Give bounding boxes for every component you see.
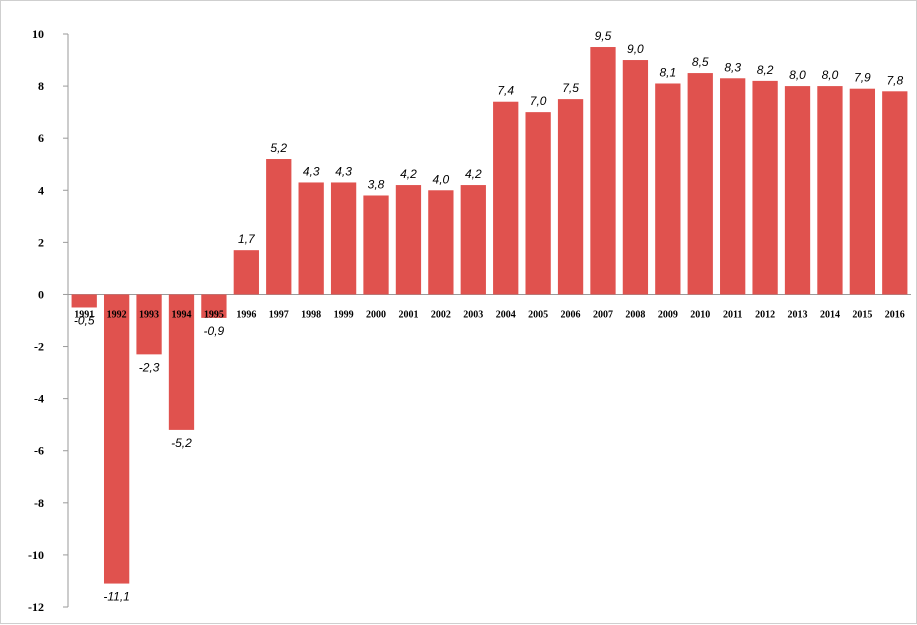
x-tick-label: 2005 [528, 309, 548, 320]
data-label: -11,1 [103, 590, 129, 604]
data-label: 9,0 [627, 42, 644, 56]
x-tick-label: 2012 [755, 309, 775, 320]
data-label: 7,0 [530, 94, 547, 108]
bar [557, 99, 584, 295]
bar-series [71, 47, 908, 584]
data-label: -2,3 [139, 360, 160, 374]
x-tick-label: 2008 [625, 309, 645, 320]
x-tick-label: 2016 [885, 309, 905, 320]
bar [493, 101, 519, 295]
bar [622, 60, 649, 295]
bar [849, 88, 876, 295]
x-tick-label: 2006 [561, 309, 581, 320]
data-label: -5,2 [171, 436, 192, 450]
x-tick-label: 2001 [398, 309, 418, 320]
data-label: 7,8 [886, 73, 903, 87]
data-label: 4,2 [465, 167, 482, 181]
x-tick-label: 1996 [236, 309, 256, 320]
x-tick-label: 2004 [496, 309, 516, 320]
y-tick-label: -2 [34, 340, 44, 354]
y-tick-label: 10 [32, 27, 44, 41]
x-tick-label: 2000 [366, 309, 386, 320]
data-label: 4,3 [335, 164, 352, 178]
bar [266, 159, 292, 295]
bar [103, 294, 130, 584]
x-tick-label: 2002 [431, 309, 451, 320]
y-tick-label: -4 [34, 392, 44, 406]
data-label: -0,9 [204, 324, 225, 338]
x-tick-label: 1995 [204, 309, 224, 320]
x-tick-label: 1993 [139, 309, 159, 320]
bar [330, 182, 357, 295]
data-label: 8,2 [757, 63, 774, 77]
data-labels: -0,5 -11,1 -2,3 -5,2 -0,9 1,7 5,2 4,3 4,3 3,8 4,2 4… [74, 29, 904, 604]
x-tick-label: 2010 [690, 309, 710, 320]
x-tick-label: 2013 [788, 309, 808, 320]
x-tick-label: 1998 [301, 309, 321, 320]
data-label: 4,3 [303, 164, 320, 178]
bar [168, 294, 195, 430]
bar [395, 185, 422, 295]
data-label: 8,0 [789, 68, 806, 82]
data-label: -0,5 [74, 313, 95, 327]
bar [460, 185, 486, 295]
bar [590, 47, 616, 295]
bar [752, 80, 778, 295]
data-label: 7,5 [562, 81, 579, 95]
bar [428, 190, 454, 295]
data-label: 7,9 [854, 71, 871, 85]
x-tick-label: 1997 [269, 309, 289, 320]
y-tick-label: -12 [28, 600, 44, 614]
bar [233, 250, 259, 295]
data-label: 8,1 [659, 65, 676, 79]
bar [655, 83, 681, 295]
y-tick-label: 8 [38, 79, 44, 93]
data-label: 8,5 [692, 55, 709, 69]
bar [298, 182, 324, 295]
x-tick-label: 1992 [107, 309, 127, 320]
bar [687, 73, 713, 295]
x-tick-label: 2009 [658, 309, 678, 320]
x-tick-label: 2003 [463, 309, 483, 320]
x-tick-label: 1994 [171, 309, 191, 320]
bar [817, 86, 843, 295]
bar [882, 91, 908, 295]
data-label: 5,2 [270, 141, 287, 155]
x-tick-label: 2011 [723, 309, 742, 320]
data-label: 8,0 [822, 68, 839, 82]
x-axis-tick-labels: 1991 1992 1993 1994 1995 1996 1997 1998 1999 2000… [74, 309, 905, 320]
data-label: 9,5 [595, 29, 612, 43]
data-label: 8,3 [724, 60, 741, 74]
x-tick-label: 2007 [593, 309, 613, 320]
y-tick-label: 0 [38, 287, 44, 301]
bar [201, 294, 227, 318]
data-label: 4,2 [400, 167, 417, 181]
data-label: 4,0 [433, 172, 450, 186]
y-tick-label: 4 [38, 183, 44, 197]
data-label: 3,8 [368, 177, 385, 191]
data-label: 1,7 [238, 232, 256, 246]
x-tick-label: 2014 [820, 309, 840, 320]
y-axis-tick-labels: 10 8 6 4 2 0 -2 -4 -6 -8 -10 -12 [28, 27, 44, 614]
bar [784, 86, 811, 295]
bar [363, 195, 389, 295]
y-tick-label: 6 [38, 131, 44, 145]
y-tick-label: -10 [28, 548, 44, 562]
bar [136, 294, 162, 355]
bar [525, 112, 551, 295]
y-tick-label: 2 [38, 235, 44, 249]
x-tick-label: 1991 [74, 309, 94, 320]
x-tick-label: 1999 [334, 309, 354, 320]
y-tick-label: -6 [34, 444, 44, 458]
data-label: 7,4 [497, 84, 514, 98]
y-tick-label: -8 [34, 496, 44, 510]
bar [71, 294, 97, 308]
bar [720, 78, 746, 295]
x-tick-label: 2015 [852, 309, 872, 320]
